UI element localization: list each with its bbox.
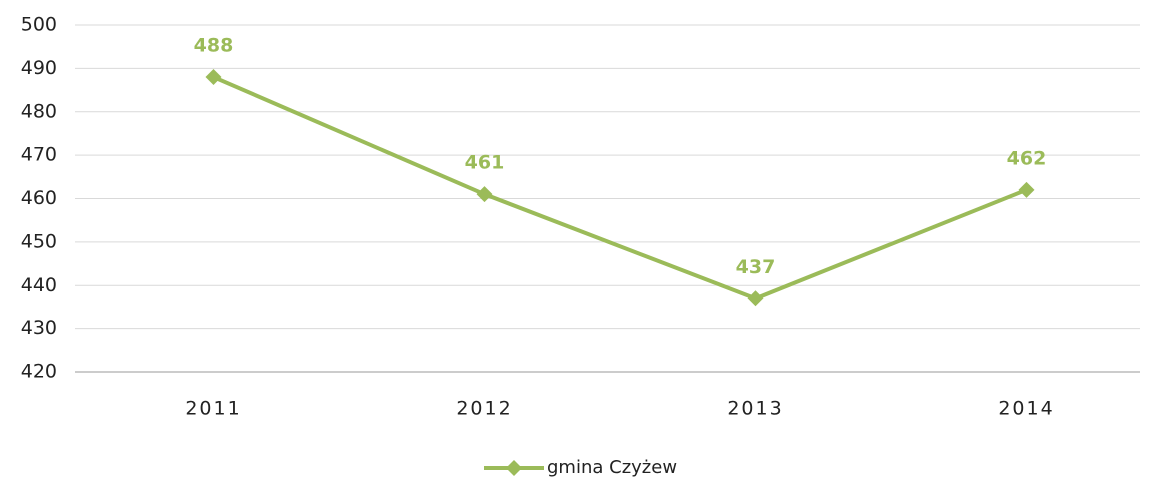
x-tick-label: 2012: [456, 398, 512, 420]
x-tick-label: 2011: [185, 398, 241, 420]
marker: [1018, 181, 1035, 198]
y-tick-label: 440: [21, 274, 57, 296]
marker: [747, 290, 764, 307]
data-label: 437: [736, 256, 776, 278]
legend-marker: [506, 460, 522, 476]
x-tick-label: 2013: [727, 398, 783, 420]
data-label: 462: [1007, 147, 1047, 169]
marker: [476, 186, 493, 203]
data-label: 461: [465, 152, 505, 174]
y-tick-label: 450: [21, 230, 57, 252]
data-label: 488: [194, 35, 234, 57]
y-tick-label: 470: [21, 144, 57, 166]
y-tick-label: 460: [21, 187, 57, 209]
marker: [205, 69, 222, 86]
y-tick-label: 480: [21, 100, 57, 122]
y-tick-label: 430: [21, 317, 57, 339]
y-tick-label: 500: [21, 14, 57, 36]
line: [212, 75, 1028, 301]
y-tick-label: 490: [21, 57, 57, 79]
y-tick-label: 420: [21, 361, 57, 383]
legend-label: gmina Czyżew: [547, 457, 677, 478]
x-tick-label: 2014: [998, 398, 1054, 420]
